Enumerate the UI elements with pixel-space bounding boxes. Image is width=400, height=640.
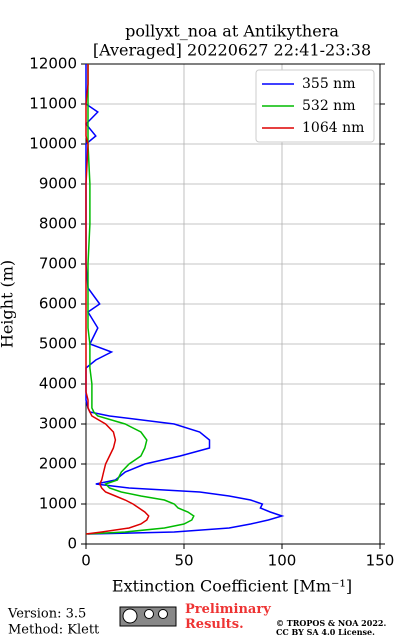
y-tick-label: 3000 (39, 415, 77, 433)
chart-subtitle: [Averaged] 20220627 22:41-23:38 (93, 41, 371, 60)
chart-title: pollyxt_noa at Antikythera (125, 22, 339, 41)
legend-label: 355 nm (302, 76, 355, 92)
notice-text: Preliminary (185, 602, 271, 617)
cc-logo (119, 606, 177, 627)
version: Version: 3.5 (7, 607, 86, 622)
profile-line (85, 64, 150, 535)
y-tick-label: 11000 (29, 95, 77, 113)
method: Method: Klett (8, 623, 100, 638)
y-tick-label: 9000 (39, 175, 77, 193)
x-tick-label: 150 (366, 552, 395, 570)
y-tick-label: 5000 (39, 335, 77, 353)
y-axis-label: Height (m) (0, 260, 17, 348)
copyright: © TROPOS & NOA 2022. (276, 618, 386, 628)
legend-label: 532 nm (302, 98, 355, 114)
license: CC BY SA 4.0 License. (276, 627, 375, 637)
x-tick-label: 0 (81, 552, 91, 570)
y-tick-label: 1000 (39, 495, 77, 513)
notice-text-2: Results. (185, 617, 244, 632)
y-tick-label: 12000 (29, 55, 77, 73)
y-tick-label: 8000 (39, 215, 77, 233)
x-axis-label: Extinction Coefficient [Mm⁻¹] (112, 577, 352, 596)
y-tick-label: 2000 (39, 455, 77, 473)
profile-line (85, 64, 195, 535)
x-tick-label: 100 (268, 552, 297, 570)
notice: Preliminary Results. (185, 602, 271, 632)
legend-box (255, 69, 375, 143)
legend-label: 1064 nm (302, 120, 364, 136)
y-tick-label: 0 (67, 535, 77, 553)
x-tick-label: 50 (174, 552, 193, 570)
legend: 355 nm 532 nm 1064 nm (255, 69, 375, 143)
y-tick-label: 7000 (39, 255, 77, 273)
y-tick-label: 4000 (39, 375, 77, 393)
y-tick-label: 10000 (29, 135, 77, 153)
y-tick-label: 6000 (39, 295, 77, 313)
